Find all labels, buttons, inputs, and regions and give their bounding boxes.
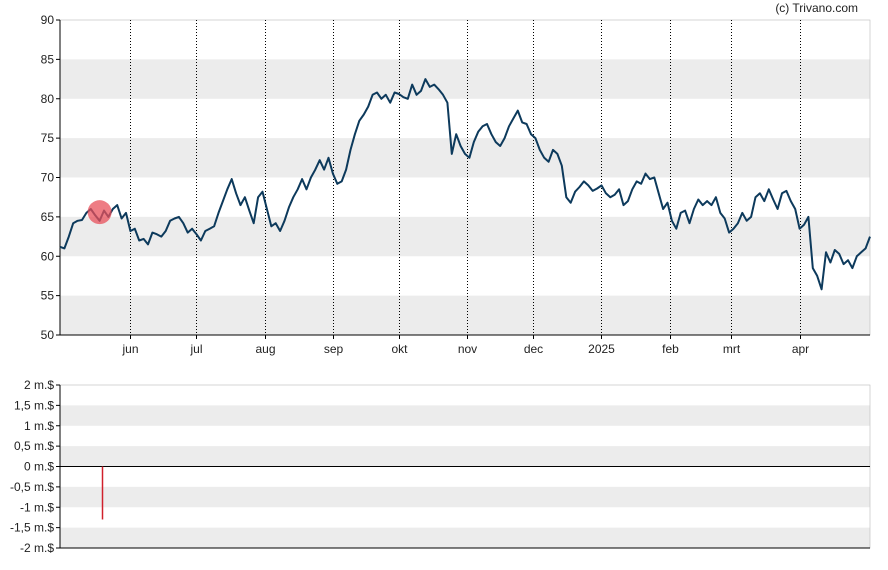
price-band — [60, 59, 870, 99]
volume-y-tick-label: -0,5 m.$ — [10, 480, 54, 494]
price-y-tick-label: 70 — [41, 171, 55, 185]
month-label: aug — [255, 342, 275, 356]
volume-y-tick-label: 0,5 m.$ — [14, 439, 54, 453]
month-label: okt — [391, 342, 408, 356]
price-y-tick-label: 85 — [41, 52, 55, 66]
month-label: dec — [524, 342, 543, 356]
volume-y-tick-label: -2 m.$ — [20, 541, 54, 555]
volume-y-tick-label: 1,5 m.$ — [14, 398, 54, 412]
volume-band — [60, 527, 870, 548]
price-band — [60, 138, 870, 178]
month-label: mrt — [723, 342, 741, 356]
price-band — [60, 295, 870, 335]
volume-y-tick-label: -1,5 m.$ — [10, 521, 54, 535]
price-y-tick-label: 50 — [41, 328, 55, 342]
volume-band — [60, 446, 870, 467]
copyright-text: (c) Trivano.com — [775, 1, 858, 15]
event-marker — [87, 200, 112, 225]
month-label: apr — [792, 342, 809, 356]
price-y-tick-label: 80 — [41, 92, 55, 106]
volume-y-tick-label: 0 m.$ — [24, 460, 54, 474]
month-label: feb — [662, 342, 679, 356]
volume-y-tick-label: 2 m.$ — [24, 378, 54, 392]
volume-y-tick-label: 1 m.$ — [24, 419, 54, 433]
volume-band — [60, 405, 870, 426]
price-y-tick-label: 55 — [41, 289, 55, 303]
price-y-tick-label: 65 — [41, 210, 55, 224]
volume-band — [60, 486, 870, 508]
price-series-line — [59, 78, 871, 291]
volume-chart: -2 m.$ -1,5 m.$ -1 m.$ -0,5 m.$ 0 m.$ 0,5 m.$… — [10, 378, 871, 555]
price-y-tick-label: 75 — [41, 131, 55, 145]
volume-y-tick-label: -1 m.$ — [20, 500, 54, 514]
month-label: nov — [458, 342, 477, 356]
month-label: 2025 — [588, 342, 615, 356]
price-y-tick-label: 90 — [41, 13, 55, 27]
month-label: sep — [324, 342, 344, 356]
month-label: jul — [189, 342, 202, 356]
price-y-tick-label: 60 — [41, 249, 55, 263]
price-band — [60, 216, 870, 257]
month-label: jun — [121, 342, 138, 356]
price-chart: jun jul aug sep okt nov dec 2025 feb mrt apr 50 55 60… — [41, 13, 871, 356]
